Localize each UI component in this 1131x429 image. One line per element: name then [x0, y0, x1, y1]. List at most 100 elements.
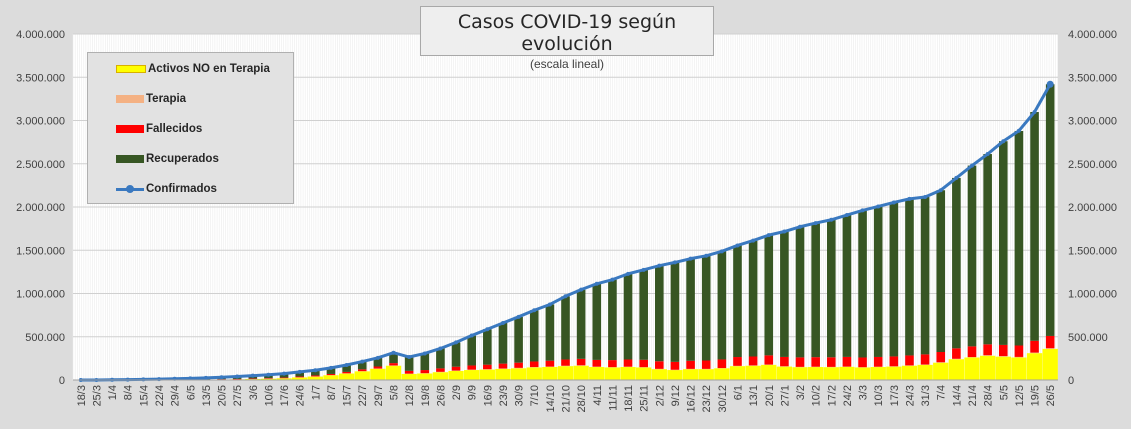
x-tick-label: 8/4	[123, 385, 135, 400]
y-tick-label-right: 4.000.000	[1068, 29, 1117, 41]
x-tick-label: 6/5	[185, 385, 197, 400]
confirmed-point	[985, 152, 990, 157]
bar-recuperados	[498, 322, 508, 364]
bar-fallecidos	[842, 356, 852, 367]
confirmed-point	[813, 221, 818, 226]
bar-recuperados	[717, 251, 727, 360]
bar-activos	[776, 366, 793, 380]
bar-recuperados	[873, 206, 883, 357]
confirmed-point	[672, 260, 677, 265]
x-tick-label: 10/3	[873, 385, 885, 406]
x-tick-label: 3/6	[248, 385, 260, 400]
y-tick-label: 0	[59, 375, 65, 387]
confirmed-point	[391, 350, 396, 355]
y-tick-label: 1.000.000	[16, 289, 65, 301]
bar-activos	[245, 378, 261, 380]
x-tick-label: 7/4	[936, 385, 948, 400]
x-tick-label: 2/12	[654, 385, 666, 406]
bar-fallecidos	[498, 363, 508, 369]
bar-recuperados	[983, 154, 992, 345]
x-tick-label: 24/6	[295, 385, 307, 406]
y-tick-label: 1.500.000	[16, 245, 65, 257]
legend-swatch	[116, 155, 144, 163]
confirmed-point	[970, 163, 975, 168]
bar-recuperados	[639, 269, 648, 360]
bar-recuperados	[826, 219, 836, 358]
bar-recuperados	[342, 365, 351, 372]
x-tick-label: 15/4	[138, 385, 150, 406]
confirmed-point	[641, 267, 646, 272]
confirmed-point	[313, 368, 318, 373]
x-tick-label: 5/5	[998, 385, 1010, 400]
bar-activos	[901, 365, 918, 380]
x-tick-label: 24/3	[904, 385, 916, 406]
bar-fallecidos	[311, 375, 320, 377]
bar-recuperados	[1045, 84, 1055, 336]
x-tick-label: 28/10	[576, 385, 588, 413]
bar-recuperados	[889, 202, 899, 357]
confirmed-point	[563, 294, 568, 299]
legend-swatch	[116, 125, 144, 133]
confirmed-point	[579, 287, 584, 292]
bar-recuperados	[748, 240, 758, 357]
x-tick-label: 22/4	[154, 385, 166, 406]
x-tick-label: 16/12	[686, 385, 698, 413]
bar-activos	[573, 365, 589, 380]
x-tick-label: 17/2	[826, 385, 838, 406]
bar-activos	[1011, 357, 1027, 380]
bar-activos	[432, 372, 449, 380]
confirmed-point	[250, 373, 255, 378]
confirmed-point	[766, 233, 771, 238]
confirmed-point	[282, 371, 287, 376]
bar-recuperados	[483, 329, 492, 365]
bar-fallecidos	[701, 360, 711, 369]
bar-fallecidos	[780, 356, 789, 367]
bar-fallecidos	[467, 365, 476, 370]
confirmed-point	[782, 229, 787, 234]
x-tick-label: 23/9	[498, 385, 510, 406]
bar-fallecidos	[357, 369, 367, 372]
bar-activos	[667, 370, 683, 380]
confirmed-point	[907, 196, 912, 201]
bar-activos	[948, 359, 965, 380]
confirmed-point	[235, 374, 240, 379]
y-tick-label-right: 1.000.000	[1068, 289, 1117, 301]
bar-recuperados	[952, 177, 961, 349]
chart-subtitle: (escala lineal)	[529, 57, 605, 71]
x-tick-label: 26/5	[1045, 385, 1057, 406]
confirmed-point	[297, 369, 302, 374]
bar-activos	[886, 366, 902, 380]
bar-recuperados	[998, 141, 1008, 345]
bar-recuperados	[514, 316, 523, 363]
bar-activos	[276, 378, 292, 380]
bar-fallecidos	[748, 356, 758, 366]
confirmed-point	[407, 355, 412, 360]
bar-activos	[651, 369, 667, 380]
bar-fallecidos	[717, 359, 727, 369]
y-tick-label: 500.000	[25, 332, 65, 344]
y-tick-label-right: 1.500.000	[1068, 245, 1117, 257]
bar-recuperados	[436, 348, 445, 369]
x-tick-label: 17/6	[279, 385, 291, 406]
confirmed-point	[422, 351, 427, 356]
confirmed-point	[657, 263, 662, 268]
bar-recuperados	[420, 353, 430, 371]
bar-fallecidos	[670, 361, 680, 370]
bar-recuperados	[592, 283, 602, 360]
bar-fallecidos	[983, 344, 992, 356]
confirmed-point	[375, 355, 380, 360]
bar-activos	[917, 364, 933, 380]
x-tick-label: 21/10	[561, 385, 573, 413]
bar-activos	[526, 367, 542, 380]
bar-activos	[557, 366, 574, 380]
x-tick-label: 29/7	[373, 385, 385, 406]
confirmed-point	[203, 375, 208, 380]
bar-recuperados	[670, 262, 680, 362]
bar-activos	[385, 365, 402, 380]
legend-label: Confirmados	[146, 183, 217, 195]
bar-terapia	[1030, 352, 1039, 354]
confirmed-point	[610, 277, 615, 282]
confirmed-point	[469, 333, 474, 338]
x-tick-label: 27/1	[779, 385, 791, 406]
